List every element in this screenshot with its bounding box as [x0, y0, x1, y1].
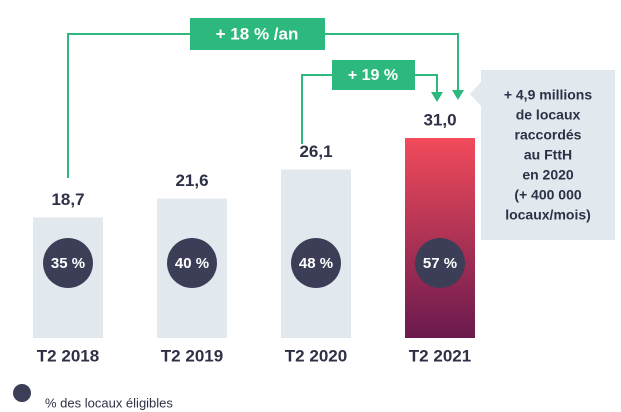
growth-box	[332, 60, 415, 90]
eligible-label: 40 %	[175, 255, 209, 272]
x-tick-label: T2 2019	[161, 346, 223, 365]
growth-label: + 18 % /an	[216, 24, 299, 43]
eligible-marker	[291, 238, 341, 288]
eligible-label: 35 %	[51, 255, 85, 272]
x-tick-label: T2 2020	[285, 346, 347, 365]
eligible-label: 48 %	[299, 255, 333, 272]
value-label: 31,0	[423, 110, 456, 129]
value-label: 21,6	[175, 171, 208, 190]
callout-text: en 2020	[522, 167, 574, 183]
x-tick-label: T2 2021	[409, 346, 471, 365]
callout-text: de locaux	[516, 107, 581, 123]
callout-text: locaux/mois)	[505, 207, 591, 223]
legend-marker	[13, 384, 31, 402]
callout-pointer	[470, 82, 481, 106]
callout-text: (+ 400 000	[514, 187, 582, 203]
growth-label: + 19 %	[348, 67, 398, 84]
callout-text: + 4,9 millions	[504, 87, 593, 103]
x-tick-label: T2 2018	[37, 346, 99, 365]
arrow-head	[452, 90, 464, 100]
growth-box	[190, 18, 325, 50]
eligible-marker	[167, 238, 217, 288]
value-label: 18,7	[51, 190, 84, 209]
arrow-head	[431, 92, 443, 102]
callout-box	[481, 70, 615, 240]
eligible-label: 57 %	[423, 255, 457, 272]
value-label: 26,1	[299, 142, 332, 161]
callout-text: au FttH	[524, 147, 572, 163]
eligible-marker	[415, 238, 465, 288]
eligible-marker	[43, 238, 93, 288]
legend-label: % des locaux éligibles	[45, 395, 173, 410]
callout-text: raccordés	[515, 127, 582, 143]
arrow-line	[67, 33, 459, 178]
